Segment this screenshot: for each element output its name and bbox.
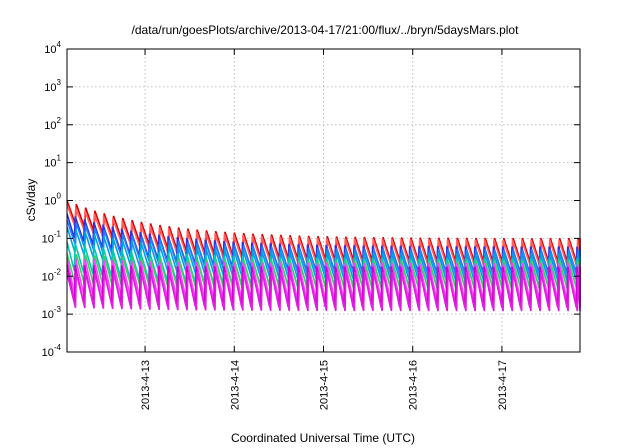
y-tick-label: 103 xyxy=(44,78,61,94)
y-tick-label: 10-2 xyxy=(42,267,62,283)
y-tick-label: 104 xyxy=(44,40,61,56)
y-tick-label: 10-1 xyxy=(42,229,62,245)
series-group xyxy=(66,200,581,312)
y-tick-label: 10-3 xyxy=(42,305,62,321)
x-tick-label: 2013-4-15 xyxy=(319,360,331,410)
y-tick-label: 102 xyxy=(44,116,61,132)
y-tick-label: 101 xyxy=(44,154,61,170)
series-line xyxy=(66,220,581,279)
series-line xyxy=(66,203,581,267)
x-tick-label: 2013-4-14 xyxy=(229,360,241,410)
x-tick-label: 2013-4-13 xyxy=(140,360,152,410)
x-axis: 2013-4-13 2013-4-14 2013-4-15 2013-4-16 2013… xyxy=(140,49,509,410)
chart-title: /data/run/goesPlots/archive/2013-04-17/2… xyxy=(132,23,520,37)
series-line xyxy=(66,226,581,283)
y-tick-label: 100 xyxy=(44,192,61,208)
y-axis: 10-4 10-3 10-2 10-1 100 101 102 103 104 xyxy=(42,40,580,359)
series-line xyxy=(66,271,581,312)
y-axis-label: cSv/day xyxy=(24,179,38,222)
x-tick-label: 2013-4-16 xyxy=(408,360,420,410)
x-axis-label: Coordinated Universal Time (UTC) xyxy=(231,431,415,445)
series-line xyxy=(66,258,581,303)
x-tick-label: 2013-4-17 xyxy=(497,360,509,410)
y-tick-label: 10-4 xyxy=(42,343,62,359)
